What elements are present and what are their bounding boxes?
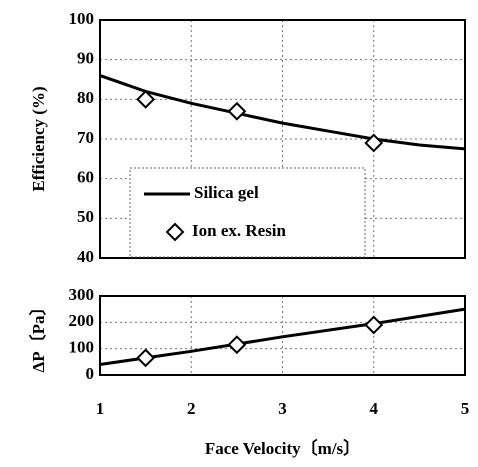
data-point [136,89,156,109]
legend-label: Ion ex. Resin [192,221,287,240]
legend-marker [165,222,185,242]
data-point [227,335,247,355]
plot-frame [99,295,466,376]
y-tick-label: 80 [77,88,94,107]
legend-box [129,167,366,258]
y-tick-label: 100 [69,338,95,357]
y-axis-label: Efficiency (%) [29,86,48,191]
y-tick-label: 90 [77,49,94,68]
y-tick-label: 100 [69,9,95,28]
y-tick-label: 300 [69,285,95,304]
y-tick-label: 0 [86,364,95,383]
y-tick-label: 200 [69,311,95,330]
x-axis-label: Face Velocity〔m/s〕 [205,438,360,458]
legend-label: Silica gel [194,183,259,202]
data-point [364,315,384,335]
x-tick-label: 5 [461,399,470,418]
data-point [227,101,247,121]
y-tick-label: 70 [77,128,94,147]
y-axis-label: ΔP〔Pa〕 [28,299,48,373]
x-tick-label: 1 [96,399,105,418]
data-point [136,348,156,368]
x-tick-label: 4 [370,399,379,418]
series-line [99,74,466,151]
series-line [99,307,466,366]
y-tick-label: 50 [77,207,94,226]
plot-frame [99,19,466,259]
x-tick-label: 3 [278,399,287,418]
y-tick-label: 60 [77,168,94,187]
x-tick-label: 2 [187,399,196,418]
y-tick-label: 40 [77,247,94,266]
data-point [364,133,384,153]
